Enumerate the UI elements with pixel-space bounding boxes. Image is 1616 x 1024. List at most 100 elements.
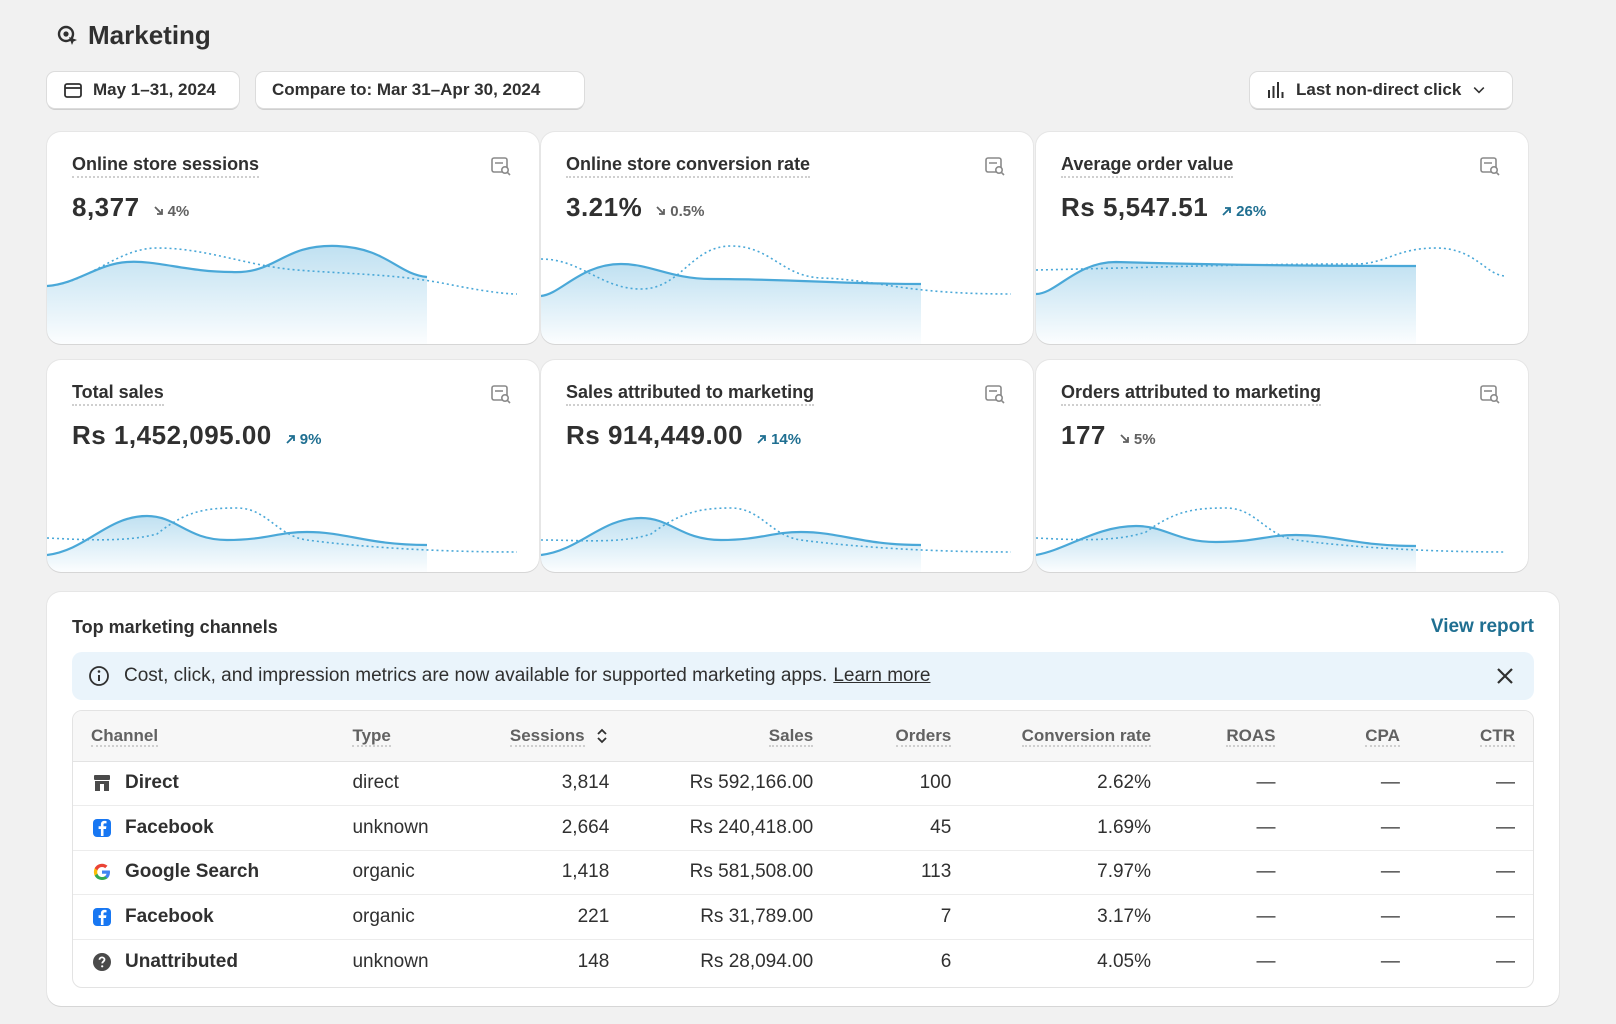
metric-title[interactable]: Sales attributed to marketing bbox=[566, 382, 815, 406]
cell-cpa: — bbox=[1380, 906, 1400, 928]
cell-type: organic bbox=[352, 861, 415, 883]
cell-ctr: — bbox=[1496, 950, 1515, 972]
cell-orders: 113 bbox=[920, 861, 952, 883]
metric-title[interactable]: Total sales bbox=[72, 382, 164, 406]
close-icon[interactable] bbox=[1494, 665, 1516, 687]
arrow-up-icon bbox=[757, 435, 766, 444]
metric-title[interactable]: Orders attributed to marketing bbox=[1061, 382, 1322, 406]
attribution-model-label: Last non-direct click bbox=[1296, 80, 1462, 99]
column-header-cpa[interactable]: CPA bbox=[1293, 711, 1418, 762]
metric-card[interactable]: Orders attributed to marketing 177 5% bbox=[1036, 360, 1528, 572]
table-row[interactable]: Google Search organic 1,418 Rs 581,508.00 11… bbox=[73, 850, 1533, 895]
metric-value-row: 8,377 4% bbox=[72, 192, 189, 223]
metric-value-row: 3.21% 0.5% bbox=[566, 192, 704, 223]
metric-title[interactable]: Average order value bbox=[1061, 154, 1234, 178]
sort-icon[interactable] bbox=[595, 727, 609, 745]
cell-channel[interactable]: Facebook bbox=[73, 806, 334, 851]
channel-name: Google Search bbox=[125, 861, 260, 883]
facebook-icon bbox=[93, 818, 111, 837]
metric-card[interactable]: Online store conversion rate 3.21% 0.5% bbox=[541, 132, 1033, 344]
metric-value: Rs 1,452,095.00 bbox=[72, 420, 272, 450]
arrow-up-icon bbox=[1222, 207, 1232, 216]
column-header-orders[interactable]: Orders bbox=[831, 711, 970, 762]
arrow-down-icon bbox=[656, 206, 666, 215]
column-header-ctr[interactable]: CTR bbox=[1417, 711, 1533, 762]
cell-channel[interactable]: Direct bbox=[73, 761, 334, 806]
attribution-model-button[interactable]: Last non-direct click bbox=[1250, 72, 1512, 108]
info-banner: Cost, click, and impression metrics are … bbox=[72, 652, 1534, 700]
arrow-down-icon bbox=[1120, 434, 1129, 443]
metric-title[interactable]: Online store sessions bbox=[72, 154, 260, 178]
explore-report-icon[interactable] bbox=[489, 154, 513, 178]
cell-cpa: — bbox=[1380, 816, 1400, 838]
table-row[interactable]: Facebook organic 221 Rs 31,789.00 7 3.17% — — — bbox=[73, 895, 1533, 940]
sparkline-previous bbox=[47, 507, 518, 553]
sparkline-chart bbox=[541, 507, 1012, 572]
explore-report-icon[interactable] bbox=[983, 382, 1007, 406]
cell-sessions: 3,814 bbox=[561, 772, 610, 794]
column-header-type[interactable]: Type bbox=[334, 711, 492, 762]
cell-channel[interactable]: Google Search bbox=[73, 850, 334, 895]
banner-text: Cost, click, and impression metrics are … bbox=[124, 665, 828, 686]
google-icon bbox=[93, 864, 110, 881]
metric-card[interactable]: Average order value Rs 5,547.51 26% bbox=[1036, 132, 1528, 344]
metric-delta-value: 4% bbox=[167, 202, 190, 220]
table-row[interactable]: Facebook unknown 2,664 Rs 240,418.00 45 1.69%… bbox=[73, 806, 1533, 851]
sparkline-current bbox=[1036, 524, 1417, 557]
column-header-sales[interactable]: Sales bbox=[627, 711, 832, 762]
cell-sales: Rs 28,094.00 bbox=[700, 950, 814, 972]
column-header-sessions[interactable]: Sessions bbox=[491, 711, 628, 762]
arrow-down-icon bbox=[153, 206, 163, 215]
sparkline-current bbox=[541, 516, 922, 557]
chevron-down-icon bbox=[1473, 87, 1485, 94]
metric-card[interactable]: Sales attributed to marketing Rs 914,449.… bbox=[541, 360, 1033, 572]
channel-name: Direct bbox=[125, 772, 179, 794]
date-range-button[interactable]: May 1–31, 2024 bbox=[47, 72, 239, 108]
explore-report-icon[interactable] bbox=[1478, 154, 1502, 178]
cell-sales: Rs 240,418.00 bbox=[689, 816, 814, 838]
compare-label: Compare to: Mar 31–Apr 30, 2024 bbox=[272, 80, 541, 99]
cell-ctr: — bbox=[1496, 816, 1515, 838]
channels-table: Channel Type Sessions Sales Orders Conve… bbox=[72, 710, 1534, 988]
metric-value: 8,377 bbox=[72, 192, 140, 222]
cell-ctr: — bbox=[1496, 772, 1515, 794]
cell-conversion-rate: 1.69% bbox=[1097, 816, 1152, 838]
explore-report-icon[interactable] bbox=[489, 382, 513, 406]
cell-ctr: — bbox=[1496, 861, 1515, 883]
cell-channel[interactable]: Unattributed bbox=[73, 939, 334, 984]
metric-title[interactable]: Online store conversion rate bbox=[566, 154, 811, 178]
learn-more-link[interactable]: Learn more bbox=[833, 665, 931, 686]
calendar-icon bbox=[64, 83, 82, 98]
cell-cpa: — bbox=[1380, 861, 1400, 883]
sparkline-area bbox=[541, 518, 921, 572]
metric-card[interactable]: Total sales Rs 1,452,095.00 9% bbox=[47, 360, 539, 572]
column-header-roas[interactable]: ROAS bbox=[1169, 711, 1294, 762]
column-header-channel[interactable]: Channel bbox=[73, 711, 335, 762]
metric-value: 3.21% bbox=[566, 192, 643, 222]
compare-button[interactable]: Compare to: Mar 31–Apr 30, 2024 bbox=[256, 72, 584, 108]
metric-delta-value: 26% bbox=[1236, 202, 1267, 220]
explore-report-icon[interactable] bbox=[1478, 382, 1502, 406]
column-header-conversion-rate[interactable]: Conversion rate bbox=[969, 711, 1170, 762]
cell-orders: 6 bbox=[940, 950, 952, 972]
cell-type: organic bbox=[352, 906, 415, 928]
sparkline-chart bbox=[1036, 507, 1507, 572]
metric-value-row: Rs 1,452,095.00 9% bbox=[72, 420, 321, 451]
date-range-label: May 1–31, 2024 bbox=[93, 80, 216, 99]
cell-orders: 7 bbox=[940, 906, 952, 928]
explore-report-icon[interactable] bbox=[983, 154, 1007, 178]
cell-sales: Rs 31,789.00 bbox=[700, 906, 814, 928]
channel-name: Facebook bbox=[125, 816, 214, 838]
sparkline-current bbox=[47, 514, 428, 557]
cell-channel[interactable]: Facebook bbox=[73, 895, 334, 940]
bar-chart-icon bbox=[1268, 82, 1284, 98]
table-row[interactable]: Unattributed unknown 148 Rs 28,094.00 6 4.05%… bbox=[73, 939, 1533, 984]
table-row[interactable]: Direct direct 3,814 Rs 592,166.00 100 2.62% — —… bbox=[73, 761, 1533, 806]
sparkline-chart bbox=[541, 245, 1012, 344]
metric-card[interactable]: Online store sessions 8,377 4% bbox=[47, 132, 539, 344]
cell-type: unknown bbox=[352, 950, 429, 972]
cell-orders: 45 bbox=[930, 816, 952, 838]
table-header-row: Channel Type Sessions Sales Orders Conve… bbox=[73, 711, 1533, 762]
view-report-link[interactable]: View report bbox=[1430, 616, 1534, 637]
metric-value-row: 177 5% bbox=[1061, 420, 1156, 451]
